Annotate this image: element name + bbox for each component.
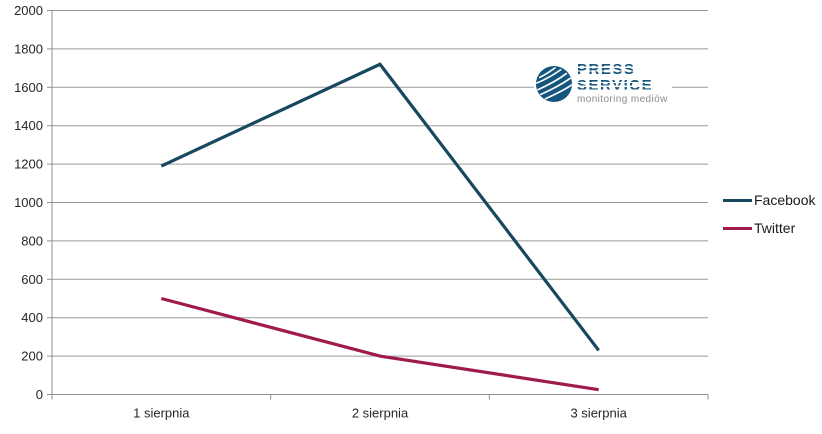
facebook-line-swatch: [723, 198, 752, 202]
logo-text-service: SERVICE: [577, 76, 654, 94]
x-axis-label: 3 sierpnia: [570, 406, 627, 421]
y-axis-label: 1800: [14, 41, 43, 56]
twitter-line-swatch: [723, 226, 752, 230]
legend-item-twitter: Twitter: [723, 218, 815, 238]
x-axis-label: 1 sierpnia: [133, 406, 190, 421]
logo-text-press: PRESS: [577, 61, 636, 78]
y-axis-label: 0: [36, 387, 43, 402]
logo-tagline: monitoring mediów: [577, 94, 668, 105]
legend-item-facebook: Facebook: [723, 190, 815, 210]
globe-icon: [535, 65, 573, 103]
y-axis-label: 400: [21, 310, 43, 325]
series-line-twitter: [160, 296, 599, 392]
press-service-logo: PRESS SERVICE monitoring mediów: [534, 61, 672, 107]
y-axis-label: 1000: [14, 195, 43, 210]
logo-title: PRESS SERVICE: [577, 62, 668, 93]
legend-label-twitter: Twitter: [754, 220, 796, 236]
y-axis-label: 800: [21, 233, 43, 248]
logo-text: PRESS SERVICE monitoring mediów: [577, 62, 668, 105]
y-axis-label: 1600: [14, 80, 43, 95]
y-axis-label: 2000: [14, 3, 43, 18]
series-line-facebook: [160, 62, 600, 352]
legend-label-facebook: Facebook: [754, 192, 816, 208]
y-axis-label: 1400: [14, 118, 43, 133]
legend: Facebook Twitter: [723, 190, 815, 238]
y-axis-label: 1200: [14, 157, 43, 172]
x-axis-label: 2 sierpnia: [352, 406, 409, 421]
y-axis-label: 600: [21, 272, 43, 287]
y-axis-label: 200: [21, 349, 43, 364]
